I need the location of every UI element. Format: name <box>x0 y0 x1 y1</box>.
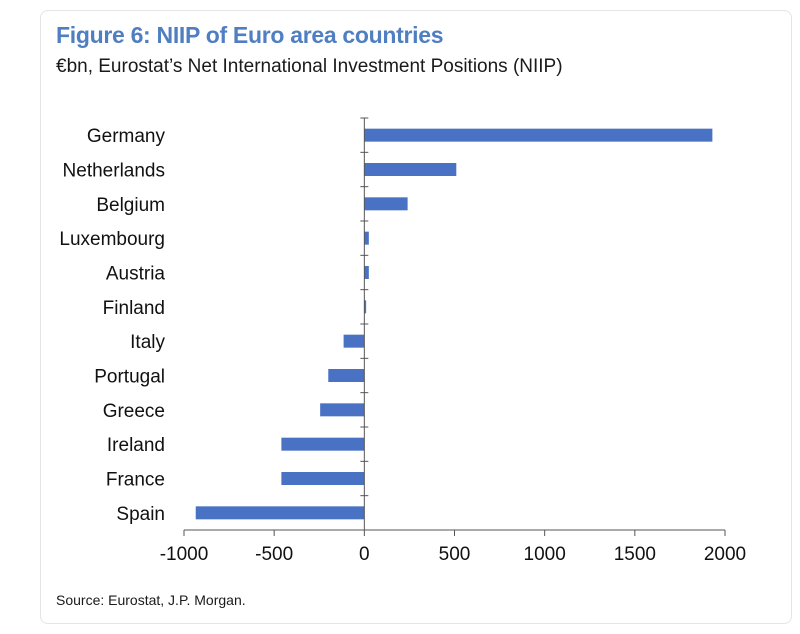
bar-ireland <box>281 437 365 451</box>
bar-italy <box>343 334 365 348</box>
bar-spain <box>195 506 365 520</box>
source-note: Source: Eurostat, J.P. Morgan. <box>56 592 246 608</box>
category-label-italy: Italy <box>130 332 165 353</box>
bar-luxembourg <box>364 231 369 245</box>
category-label-belgium: Belgium <box>96 195 165 216</box>
bar-portugal <box>328 369 365 382</box>
x-tick-label: -500 <box>255 544 293 565</box>
category-label-ireland: Ireland <box>107 435 165 456</box>
x-tick-label: 2000 <box>704 544 746 565</box>
x-tick-label: 0 <box>359 544 370 565</box>
category-label-spain: Spain <box>116 504 165 525</box>
category-label-finland: Finland <box>103 298 165 319</box>
category-label-netherlands: Netherlands <box>63 161 165 182</box>
x-tick-label: 1000 <box>524 544 566 565</box>
x-tick-label: 500 <box>439 544 471 565</box>
category-label-france: France <box>106 470 165 491</box>
bar-netherlands <box>364 163 457 176</box>
x-tick-label: 1500 <box>614 544 656 565</box>
category-label-greece: Greece <box>103 401 165 422</box>
bar-germany <box>364 128 713 142</box>
category-label-portugal: Portugal <box>94 367 165 388</box>
bar-greece <box>320 403 365 417</box>
chart-frame <box>40 10 792 624</box>
bar-finland <box>364 300 367 314</box>
category-label-germany: Germany <box>87 126 166 147</box>
bar-austria <box>364 266 369 279</box>
bar-france <box>281 472 365 485</box>
bar-belgium <box>364 197 408 211</box>
category-label-austria: Austria <box>106 264 166 285</box>
x-tick-label: -1000 <box>160 544 209 565</box>
category-label-luxembourg: Luxembourg <box>59 229 165 250</box>
chart-subtitle: €bn, Eurostat’s Net International Invest… <box>56 56 563 77</box>
chart-title: Figure 6: NIIP of Euro area countries <box>56 22 444 48</box>
